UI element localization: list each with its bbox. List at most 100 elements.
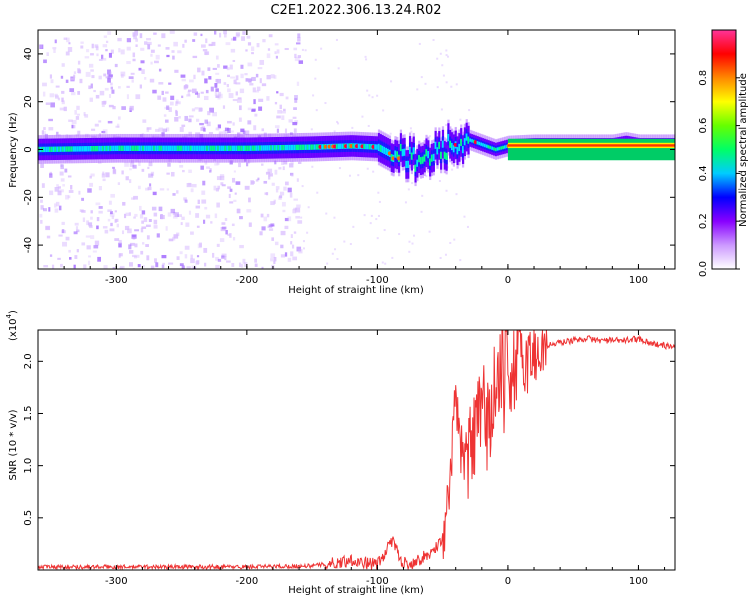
spectrogram-noise-cell (270, 258, 274, 262)
spectrogram-noise-cell (80, 41, 84, 44)
spectrogram-noise-cell (238, 162, 241, 168)
spectrogram-noise-cell (49, 93, 55, 98)
spectrogram-noise-cell (176, 190, 179, 194)
spectrogram-noise-cell (225, 229, 228, 235)
spectrogram-band-core (176, 145, 180, 151)
spectrogram-noise-cell (186, 94, 191, 97)
spectrogram-band-core (489, 145, 492, 150)
spectrogram-noise-cell (276, 49, 280, 54)
spectrogram-noise-cell (70, 77, 75, 81)
spectrogram-noise-cell (181, 95, 184, 99)
spectrogram-noise-cell (287, 187, 292, 193)
spectrogram-noise-cell (320, 47, 323, 50)
spectrogram-noise-cell (271, 237, 275, 241)
spectrogram-noise-cell (165, 91, 169, 94)
spectrogram-noise-cell (117, 37, 122, 42)
spectrogram-noise-cell (372, 170, 375, 173)
spectrogram-noise-cell (134, 213, 138, 217)
spectrogram-noise-cell (90, 216, 93, 220)
spectrogram-noise-cell (90, 210, 93, 214)
spectrogram-noise-cell (268, 173, 273, 177)
spectrogram-noise-cell (255, 73, 259, 78)
spectrogram-band-core (233, 145, 236, 151)
spectrogram-x-ticks: -300 -200 -100 0 100 (37, 30, 666, 286)
spectrogram-noise-cell (153, 212, 158, 217)
spectrogram-noise-cell (212, 111, 217, 117)
spectrogram-noise-cell (140, 250, 144, 255)
spectrogram-noise-cell (439, 256, 442, 259)
spectrogram-noise-cell (103, 35, 108, 38)
spectrogram-noise-cell (215, 88, 219, 92)
spectrogram-noise-cell (247, 107, 252, 111)
spectrogram-noise-cell (54, 187, 60, 192)
spectrogram-noise-cell (334, 248, 337, 251)
spectrogram-noise-cell (136, 254, 140, 258)
spectrogram-band-core (209, 145, 212, 151)
spectrogram-band-core (461, 146, 465, 154)
spectrogram-noise-cell (150, 53, 153, 57)
spectrogram-band-core (189, 145, 192, 151)
spectrogram-noise-cell (107, 209, 112, 212)
spectrogram-noise-cell (134, 30, 139, 36)
spectrogram-band-core (346, 143, 350, 149)
spectrogram-noise-cell (212, 252, 215, 258)
spectrogram-noise-cell (254, 113, 258, 117)
spectrogram-noise-cell (281, 110, 286, 114)
spectrogram-noise-cell (71, 124, 74, 129)
spectrogram-noise-cell (162, 128, 168, 133)
spectrogram-noise-cell (48, 127, 54, 131)
spectrogram-noise-cell (252, 87, 256, 93)
spectrogram-noise-cell (306, 231, 309, 234)
snr-plot-area (38, 330, 675, 570)
spectrogram-noise-cell (41, 130, 45, 135)
spectrogram-band-core (147, 145, 150, 151)
spectrogram-band-core (96, 145, 99, 152)
spectrogram-noise-cell (107, 69, 111, 75)
spectrogram-band-core (381, 145, 384, 153)
spectrogram-noise-cell (391, 256, 394, 259)
spectrogram-noise-cell (226, 83, 229, 88)
spectrogram-noise-cell (192, 39, 196, 42)
spectrogram-band-core (193, 145, 196, 151)
spectrogram-noise-cell (268, 175, 271, 180)
spectrogram-band-core (83, 146, 86, 152)
spectrogram-noise-cell (232, 59, 236, 62)
spectrogram-noise-cell (383, 229, 386, 232)
spectrogram-band-core (107, 145, 110, 152)
spectrogram-noise-cell (333, 216, 336, 219)
spectrogram-noise-cell (78, 190, 81, 195)
spectrogram-noise-cell (231, 177, 236, 183)
spectrogram-noise-cell (215, 264, 220, 269)
spectrogram-noise-cell (40, 163, 44, 168)
spectrogram-noise-cell (267, 168, 273, 174)
spectrogram-noise-cell (68, 249, 71, 253)
spectrogram-noise-cell (239, 88, 245, 94)
spectrogram-noise-cell (139, 33, 143, 39)
spectrogram-noise-cell (175, 111, 178, 117)
spectrogram-noise-cell (188, 169, 192, 173)
spectrogram-noise-cell (105, 40, 109, 44)
spectrogram-band-core (125, 145, 128, 151)
spectrogram-noise-cell (133, 216, 136, 219)
spectrogram-noise-cell (108, 52, 112, 58)
spectrogram-noise-cell (283, 108, 286, 112)
spectrogram-noise-cell (298, 60, 304, 64)
spectrogram-band-core (54, 146, 57, 152)
spectrogram-noise-cell (114, 238, 120, 241)
spectrogram-noise-cell (364, 55, 367, 58)
spectrogram-noise-cell (45, 225, 51, 231)
spectrogram-noise-cell (50, 102, 55, 108)
spectrogram-noise-cell (275, 189, 279, 193)
spectrogram-noise-cell (153, 219, 158, 225)
spectrogram-noise-cell (468, 109, 471, 112)
spectrogram-noise-cell (204, 78, 208, 84)
spectrogram-noise-cell (67, 195, 71, 199)
spectrogram-noise-cell (141, 226, 147, 229)
spectrogram-noise-cell (124, 225, 130, 231)
spectrogram-noise-cell (336, 120, 339, 123)
spectrogram-noise-cell (146, 255, 150, 261)
spectrogram-x-tick-label: -100 (366, 275, 389, 286)
spectrogram-noise-cell (195, 213, 200, 218)
spectrogram-noise-cell (212, 67, 217, 70)
spectrogram-band-core (50, 146, 53, 152)
